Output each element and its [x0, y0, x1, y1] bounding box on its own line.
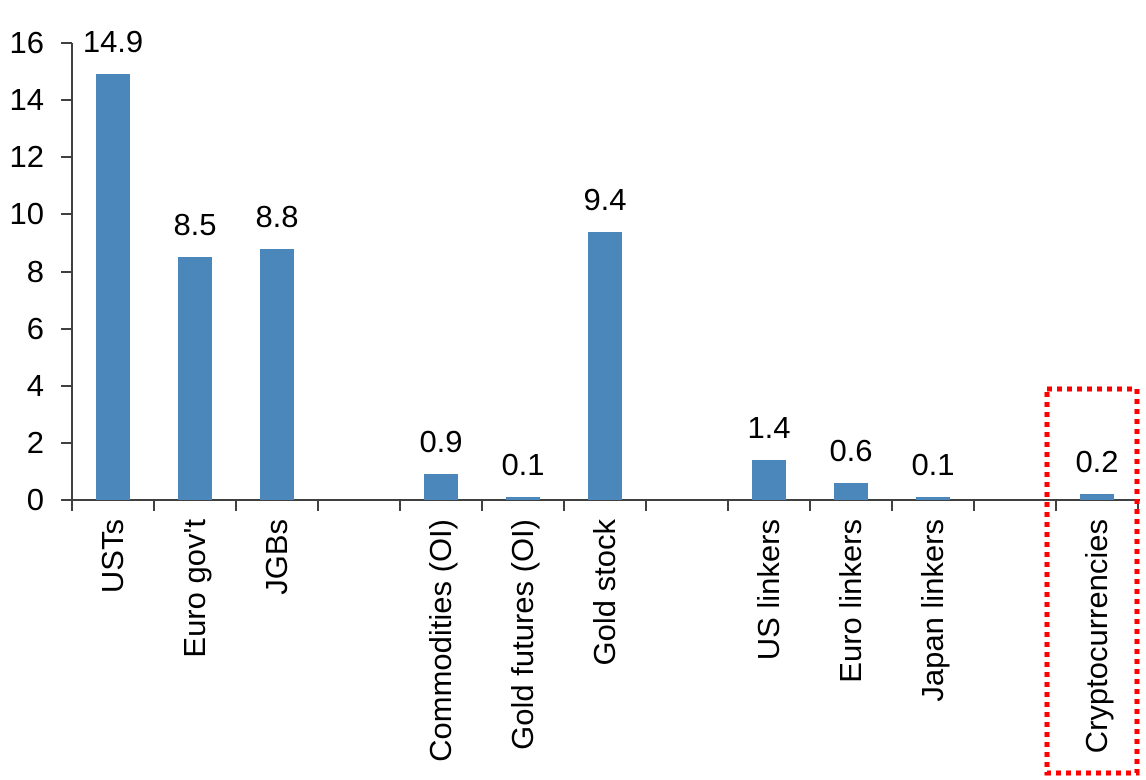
category-label-text: USTs: [95, 519, 130, 594]
bar-commodities-oi: [424, 474, 458, 500]
y-tick-label: 10: [9, 196, 44, 232]
value-label-japan-linkers: 0.1: [911, 447, 955, 483]
y-tick-label: 4: [26, 367, 44, 403]
x-tick-mark: [153, 500, 155, 511]
category-label-text: Gold stock: [587, 519, 622, 666]
y-tick-label: 2: [26, 424, 44, 460]
value-label-gold-stock: 9.4: [583, 181, 627, 217]
value-label-usts: 14.9: [82, 24, 144, 60]
x-tick-mark: [563, 500, 565, 511]
y-tick-mark: [61, 499, 72, 501]
y-tick-label: 6: [26, 310, 44, 346]
y-tick-label: 14: [9, 82, 44, 118]
bar-us-linkers: [752, 460, 786, 500]
value-label-jgbs: 8.8: [255, 198, 299, 234]
value-label-euro-linkers: 0.6: [829, 432, 873, 468]
category-label-text: Euro linkers: [833, 519, 868, 683]
category-label-text: JGBs: [259, 519, 294, 595]
y-tick-mark: [61, 327, 72, 330]
value-label-gold-futures-oi: 0.1: [501, 447, 545, 483]
x-tick-mark: [399, 500, 401, 511]
x-tick-mark: [645, 500, 647, 511]
x-tick-mark: [727, 500, 729, 511]
bar-gold-futures-oi: [506, 497, 540, 500]
bar-euro-gov-t: [178, 257, 212, 500]
x-tick-mark: [1055, 500, 1057, 511]
x-tick-mark: [481, 500, 483, 511]
y-tick-mark: [61, 99, 72, 102]
bar-euro-linkers: [834, 482, 868, 500]
x-tick-mark: [71, 500, 73, 511]
value-label-commodities-oi: 0.9: [419, 424, 463, 460]
category-label-text: Commodities (OI): [423, 519, 458, 762]
x-tick-mark: [1137, 500, 1139, 511]
y-tick-mark: [61, 441, 72, 444]
x-tick-mark: [317, 500, 319, 511]
bar-cryptocurrencies: [1080, 494, 1114, 500]
x-tick-mark: [809, 500, 811, 511]
value-label-euro-gov-t: 8.5: [173, 207, 217, 243]
bar-gold-stock: [588, 231, 622, 500]
category-label-text: US linkers: [751, 519, 786, 661]
bar-usts: [96, 74, 130, 500]
bar-japan-linkers: [916, 497, 950, 500]
y-tick-mark: [61, 270, 72, 273]
y-tick-mark: [61, 384, 72, 387]
y-tick-label: 8: [26, 253, 44, 289]
category-label-text: Japan linkers: [915, 519, 950, 702]
y-tick-mark: [61, 213, 72, 216]
bar-jgbs: [260, 248, 294, 500]
x-tick-mark: [973, 500, 975, 511]
y-tick-mark: [61, 42, 72, 44]
y-tick-label: 16: [9, 25, 44, 60]
value-label-us-linkers: 1.4: [747, 410, 791, 445]
x-tick-mark: [235, 500, 237, 511]
value-label-cryptocurrencies: 0.2: [1075, 444, 1119, 480]
x-axis-line: [71, 499, 1140, 501]
y-tick-label: 0: [26, 482, 44, 517]
y-axis-line: [71, 43, 73, 511]
category-label-text: Gold futures (OI): [505, 519, 540, 750]
category-label-text: Euro gov't: [177, 519, 212, 658]
highlight-box-border: [1044, 386, 1140, 776]
y-tick-mark: [61, 156, 72, 159]
x-tick-mark: [891, 500, 893, 511]
y-tick-label: 12: [9, 139, 44, 175]
highlight-box: [1044, 386, 1140, 776]
